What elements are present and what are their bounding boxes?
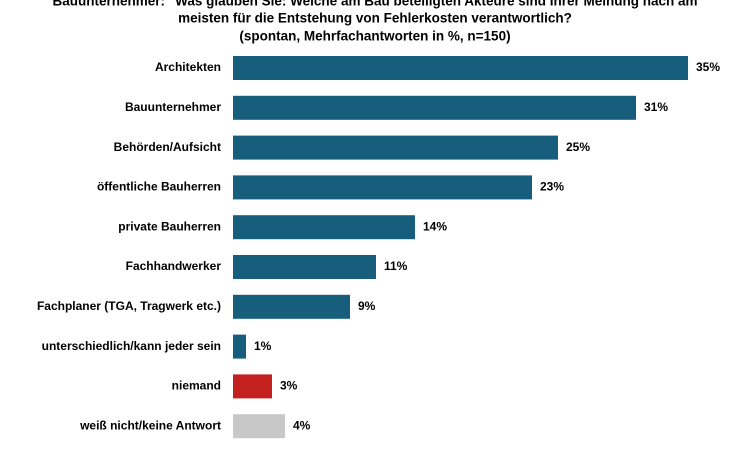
category-label: private Bauherren (118, 219, 221, 233)
chart-title: meisten für die Entstehung von Fehlerkos… (178, 11, 572, 26)
bar (233, 135, 558, 160)
value-label: 3% (280, 379, 298, 393)
value-label: 25% (566, 140, 590, 154)
bar (233, 215, 415, 240)
chart-subtitle: (spontan, Mehrfachantworten in %, n=150) (239, 29, 510, 44)
category-label: unterschiedlich/kann jeder sein (42, 339, 221, 353)
chart-title: Bauunternehmer: "Was glauben Sie: Welche… (52, 0, 697, 9)
value-label: 23% (540, 180, 564, 194)
bar (233, 95, 636, 120)
bar (233, 255, 376, 279)
bar (233, 414, 285, 439)
category-label: öffentliche Bauherren (97, 180, 221, 194)
bar (233, 334, 246, 359)
category-label: Fachhandwerker (126, 259, 222, 273)
value-label: 1% (254, 339, 272, 353)
value-label: 9% (358, 299, 376, 313)
category-label: niemand (172, 379, 221, 393)
value-label: 11% (384, 259, 408, 273)
bar (233, 294, 350, 319)
category-label: weiß nicht/keine Antwort (79, 418, 221, 432)
category-label: Bauunternehmer (125, 100, 221, 114)
category-label: Fachplaner (TGA, Tragwerk etc.) (37, 299, 221, 313)
value-label: 35% (696, 60, 720, 74)
value-label: 14% (423, 219, 447, 233)
category-label: Behörden/Aufsicht (114, 140, 221, 154)
bar (233, 175, 532, 200)
bar (233, 374, 272, 399)
bar (233, 56, 688, 80)
category-label: Architekten (155, 60, 221, 74)
value-label: 4% (293, 418, 311, 432)
value-label: 31% (644, 100, 668, 114)
